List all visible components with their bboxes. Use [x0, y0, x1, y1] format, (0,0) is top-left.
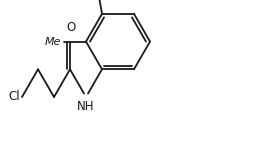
Text: NH: NH [77, 100, 95, 113]
Text: Me: Me [45, 37, 62, 47]
Text: O: O [66, 21, 76, 34]
Text: Cl: Cl [8, 90, 20, 103]
